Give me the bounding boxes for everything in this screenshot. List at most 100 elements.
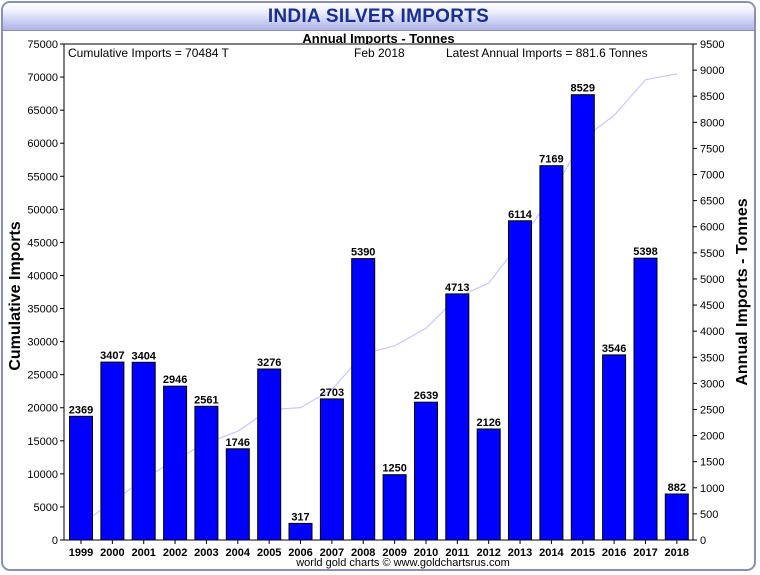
y-right-tick-label: 7500 [700,143,724,155]
y-right-tick-label: 7000 [700,170,724,182]
info-date: Feb 2018 [354,46,405,60]
y-right-tick-label: 5500 [700,248,724,260]
x-tick-label: 2004 [226,547,251,559]
y-right-tick-label: 4000 [700,326,724,338]
chart-title: INDIA SILVER IMPORTS [267,6,490,27]
bar [194,405,219,541]
y-right-tick-label: 9000 [700,65,724,77]
bar [602,354,627,541]
y-right-tick-label: 4500 [700,300,724,312]
bar [445,293,470,541]
x-tick-label: 2006 [288,547,312,559]
bar-data-label: 1250 [382,463,406,475]
y-left-tick-label: 50000 [27,204,58,216]
y-right-tick-label: 8000 [700,117,724,129]
y-left-tick-label: 10000 [27,469,58,481]
bar-data-label: 5398 [633,246,657,258]
bar [131,361,156,541]
x-tick-label: 2011 [445,547,469,559]
bar-data-label: 4713 [445,282,469,294]
bar [163,385,188,541]
chart-subtitle: Annual Imports - Tonnes [302,31,455,46]
x-tick-label: 2014 [539,547,564,559]
x-tick-label: 2017 [633,547,657,559]
bar-data-label: 2703 [320,387,344,399]
bar [100,361,125,541]
x-tick-label: 2008 [351,547,375,559]
y-axis-left-label: Cumulative Imports [7,221,24,370]
bar [225,448,250,541]
title-bar: INDIA SILVER IMPORTS [3,3,754,31]
y-right-tick-label: 5000 [700,274,724,286]
bar-data-label: 6114 [508,209,533,221]
bar [351,258,376,541]
y-right-tick-label: 2500 [700,404,724,416]
y-left-tick-label: 35000 [27,304,58,316]
x-tick-label: 2000 [100,547,124,559]
bar [382,474,407,541]
bar [257,368,282,541]
bar [476,428,501,541]
bar-data-label: 3404 [131,350,156,362]
y-right-tick-label: 3000 [700,378,724,390]
x-tick-label: 1999 [69,547,93,559]
y-right-tick-label: 1500 [700,457,724,469]
bar [69,415,93,541]
y-right-tick-label: 500 [700,509,718,521]
y-left-tick-label: 30000 [27,337,58,349]
x-tick-label: 2013 [508,547,532,559]
plot-area [63,43,694,541]
bar [319,398,344,541]
y-left-tick-label: 65000 [27,105,58,117]
bar [664,493,689,541]
bar-data-label: 882 [668,482,686,494]
y-right-tick-label: 1000 [700,483,724,495]
y-right-tick-label: 6000 [700,222,724,234]
x-tick-label: 2003 [194,547,218,559]
x-tick-label: 2001 [131,547,155,559]
chart-marks: 0500010000150002000025000300003500040000… [27,39,724,559]
bar-data-label: 2369 [69,404,93,416]
y-right-tick-label: 0 [700,535,706,547]
y-left-tick-label: 60000 [27,138,58,150]
bar-data-label: 8529 [571,83,595,95]
bar-data-label: 2639 [414,390,438,402]
x-tick-label: 2010 [414,547,438,559]
y-left-tick-label: 75000 [27,39,58,51]
bar [414,401,438,541]
y-left-tick-label: 0 [52,535,58,547]
x-tick-label: 2007 [320,547,344,559]
y-left-tick-label: 25000 [27,370,58,382]
bar-data-label: 1746 [226,437,250,449]
x-tick-label: 2015 [571,547,595,559]
y-left-tick-label: 5000 [34,502,58,514]
bar-data-label: 2126 [476,417,500,429]
bar-data-label: 317 [291,511,309,523]
bar-data-label: 3546 [602,343,626,355]
x-tick-label: 2005 [257,547,281,559]
x-tick-label: 2002 [163,547,187,559]
bar [633,257,658,541]
bar-data-label: 2946 [163,374,187,386]
bar-data-label: 7169 [539,154,563,166]
bar [288,522,313,541]
y-right-tick-label: 6500 [700,196,724,208]
bar-data-label: 3276 [257,357,281,369]
info-cumulative: Cumulative Imports = 70484 T [68,46,230,60]
y-right-tick-label: 9500 [700,39,724,51]
y-left-tick-label: 20000 [27,403,58,415]
footer-credit: world gold charts © www.goldchartsrus.co… [295,557,510,569]
y-right-tick-label: 3500 [700,352,724,364]
y-left-tick-label: 45000 [27,237,58,249]
x-tick-label: 2016 [602,547,626,559]
y-left-tick-label: 70000 [27,72,58,84]
y-left-tick-label: 55000 [27,171,58,183]
y-axis-right-label: Annual Imports - Tonnes [734,198,751,385]
y-right-tick-label: 2000 [700,431,724,443]
bar-data-label: 2561 [194,394,218,406]
bar [508,220,532,541]
bar-data-label: 3407 [100,350,124,362]
x-tick-label: 2009 [382,547,406,559]
x-tick-label: 2012 [476,547,500,559]
bar [570,94,595,541]
